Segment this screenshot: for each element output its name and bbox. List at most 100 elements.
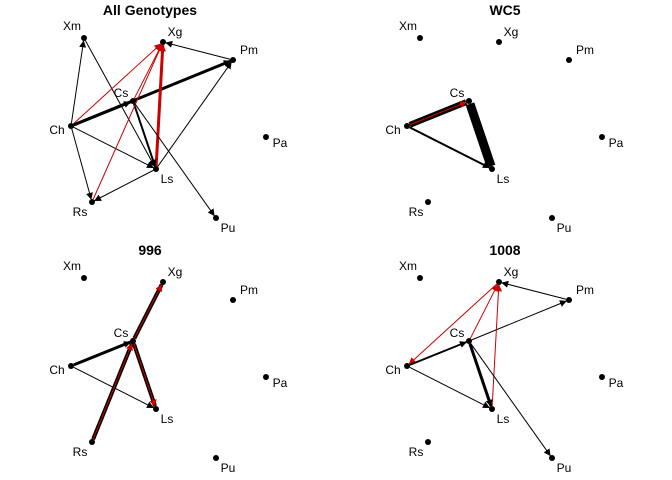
node-cs bbox=[130, 98, 136, 104]
edge-ls-pm bbox=[157, 61, 232, 167]
node-label-xm: Xm bbox=[63, 259, 81, 273]
node-pa bbox=[263, 134, 269, 140]
node-ch bbox=[68, 123, 74, 129]
node-xm bbox=[81, 275, 87, 281]
node-pu bbox=[213, 215, 219, 221]
node-label-xm: Xm bbox=[399, 259, 417, 273]
edge-ch-cs bbox=[73, 340, 131, 367]
edge-ls-rs bbox=[94, 169, 154, 202]
panel-1008: 1008 Xm Xg Pm Cs Ch Pa Ls Rs Pu bbox=[385, 242, 623, 475]
node-pu bbox=[213, 455, 219, 461]
node-label-ch: Ch bbox=[385, 363, 400, 377]
node-label-ls: Ls bbox=[497, 412, 510, 426]
node-pm bbox=[566, 297, 572, 303]
node-ls bbox=[153, 406, 159, 412]
node-label-ls: Ls bbox=[161, 412, 174, 426]
edge-pm-xg bbox=[501, 280, 567, 300]
node-pa bbox=[599, 134, 605, 140]
edge-ls-xg bbox=[491, 284, 502, 407]
node-cs bbox=[466, 338, 472, 344]
node-label-rs: Rs bbox=[409, 445, 424, 459]
edge-rs-cs bbox=[92, 343, 133, 440]
node-xm bbox=[81, 35, 87, 41]
node-label-xg: Xg bbox=[504, 265, 519, 279]
panel-wc5: WC5 Xm Xg Pm Cs Ch Pa Ls Rs Pu bbox=[385, 2, 623, 235]
edge-cs-xg bbox=[133, 284, 163, 339]
edge-cs-xg bbox=[133, 44, 163, 99]
node-label-ch: Ch bbox=[49, 123, 64, 137]
panel-title: WC5 bbox=[489, 2, 520, 18]
edge-cs-ls bbox=[468, 343, 493, 407]
node-label-rs: Rs bbox=[409, 205, 424, 219]
node-label-xg: Xg bbox=[168, 265, 183, 279]
node-cs bbox=[130, 338, 136, 344]
node-ls bbox=[489, 166, 495, 172]
node-pm bbox=[230, 57, 236, 63]
edge-xg-ch bbox=[408, 283, 498, 365]
node-label-pm: Pm bbox=[576, 283, 594, 297]
node-xg bbox=[160, 39, 166, 45]
node-ch bbox=[68, 363, 74, 369]
node-rs bbox=[89, 199, 95, 205]
node-xg bbox=[496, 39, 502, 45]
edge-cs-pu bbox=[134, 103, 215, 217]
node-label-ch: Ch bbox=[385, 123, 400, 137]
node-ch bbox=[404, 363, 410, 369]
node-label-pm: Pm bbox=[576, 43, 594, 57]
node-label-rs: Rs bbox=[73, 205, 88, 219]
edge-pm-xg bbox=[165, 40, 231, 60]
node-rs bbox=[89, 439, 95, 445]
node-label-xg: Xg bbox=[168, 25, 183, 39]
edge-cs-ls bbox=[133, 103, 157, 167]
node-label-pm: Pm bbox=[240, 283, 258, 297]
node-label-pa: Pa bbox=[609, 136, 624, 150]
node-label-ch: Ch bbox=[49, 363, 64, 377]
panel-title: 1008 bbox=[489, 242, 520, 258]
node-pa bbox=[599, 374, 605, 380]
node-xg bbox=[496, 279, 502, 285]
edge-ch-cs bbox=[73, 100, 131, 127]
edge-ch-ls bbox=[409, 366, 490, 409]
node-label-cs: Cs bbox=[450, 86, 465, 100]
node-label-pu: Pu bbox=[221, 221, 236, 235]
node-pm bbox=[566, 57, 572, 63]
node-ls bbox=[153, 166, 159, 172]
node-label-xg: Xg bbox=[504, 25, 519, 39]
node-xm bbox=[417, 275, 423, 281]
panel-996: 996 Xm Xg Pm Cs Ch Pa Ls Rs Pu bbox=[49, 242, 287, 475]
node-rs bbox=[425, 439, 431, 445]
node-label-ls: Ls bbox=[497, 172, 510, 186]
edge-xm-ls bbox=[85, 40, 155, 167]
edge-ch-cs bbox=[409, 101, 467, 126]
node-label-pa: Pa bbox=[273, 376, 288, 390]
node-pa bbox=[263, 374, 269, 380]
edge-cs-ls bbox=[465, 102, 496, 168]
node-label-xm: Xm bbox=[399, 19, 417, 33]
node-label-pu: Pu bbox=[557, 221, 572, 235]
node-label-cs: Cs bbox=[450, 326, 465, 340]
edge-ch-cs bbox=[409, 341, 467, 366]
edge-ch-xg bbox=[72, 43, 162, 125]
edge-ch-ls bbox=[409, 126, 490, 169]
edge-cs-pm bbox=[135, 60, 231, 101]
edge-ls-xg bbox=[154, 44, 166, 167]
node-label-pa: Pa bbox=[609, 376, 624, 390]
edge-ch-rs bbox=[71, 128, 93, 200]
edge-rs-xg bbox=[92, 44, 163, 200]
node-label-xm: Xm bbox=[63, 19, 81, 33]
node-pu bbox=[549, 215, 555, 221]
node-label-rs: Rs bbox=[73, 445, 88, 459]
node-pu bbox=[549, 455, 555, 461]
node-rs bbox=[425, 199, 431, 205]
node-ls bbox=[489, 406, 495, 412]
edge-cs-pu bbox=[470, 343, 551, 457]
node-label-cs: Cs bbox=[114, 326, 129, 340]
panel-title: All Genotypes bbox=[103, 2, 197, 18]
node-label-pu: Pu bbox=[557, 461, 572, 475]
edge-ch-xm bbox=[70, 40, 87, 124]
panel-all: All Genotypes Xm Xg Pm Cs Ch Pa Ls Rs Pu bbox=[49, 2, 287, 235]
edge-cs-pm bbox=[471, 300, 567, 341]
node-cs bbox=[466, 98, 472, 104]
edge-cs-ls bbox=[133, 343, 157, 407]
node-pm bbox=[230, 297, 236, 303]
